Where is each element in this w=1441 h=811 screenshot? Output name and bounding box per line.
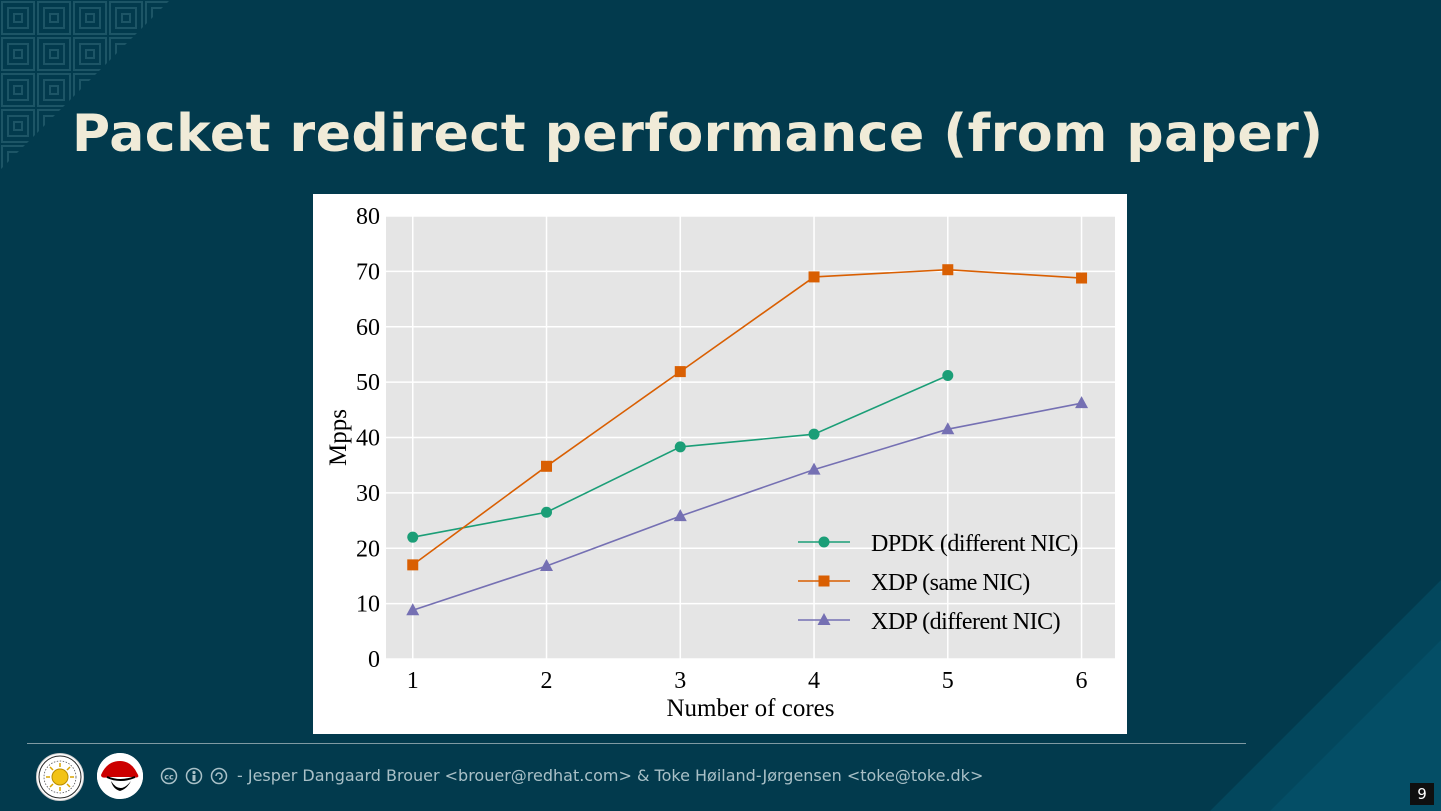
data-point [1076,272,1088,284]
x-tick-label: 1 [407,668,419,694]
corner-pattern-decoration [0,0,170,170]
footer-divider [27,743,1246,744]
y-tick-label: 60 [356,315,380,341]
legend-marker [817,613,831,625]
y-tick-label: 0 [368,647,380,673]
data-point [674,441,686,453]
svg-text:cc: cc [164,773,174,782]
legend-label: DPDK (different NIC) [871,531,1078,557]
page-number: 9 [1410,783,1434,805]
series-line-1 [412,268,1082,566]
y-tick-label: 70 [356,259,380,285]
y-tick-label: 30 [356,481,380,507]
data-point [406,603,420,616]
data-point [673,509,687,522]
y-tick-label: 40 [356,426,380,452]
x-axis-label: Number of cores [667,695,835,722]
x-tick-label: 6 [1076,668,1088,694]
y-axis-label: Mpps [325,409,352,466]
data-point [541,506,553,518]
data-point [942,264,954,276]
legend-label: XDP (same NIC) [871,570,1030,596]
line-chart: 0 10 20 30 40 50 60 70 80 1 2 3 4 5 6 Number of cores Mp… [325,204,1115,722]
redhat-shadowman-icon [97,753,143,799]
y-tick-label: 10 [356,592,380,618]
data-point [1075,396,1089,409]
data-point [540,558,554,571]
y-tick-label: 20 [356,536,380,562]
y-tick-label: 50 [356,370,380,396]
data-point [808,428,820,440]
legend-marker [818,536,830,548]
data-point [942,369,954,381]
footer-author-text: - Jesper Dangaard Brouer <brouer@redhat.… [237,766,984,785]
data-point [808,271,820,283]
x-tick-label: 3 [674,668,686,694]
y-tick-label: 80 [356,204,380,230]
x-tick-label: 5 [942,668,954,694]
data-point [807,462,821,475]
chart-frame: 0 10 20 30 40 50 60 70 80 1 2 3 4 5 6 Number of cores Mp… [313,194,1127,734]
legend-marker [818,575,830,587]
university-seal-icon [36,753,84,801]
data-point [541,460,553,472]
data-point [407,531,419,543]
series-line-2 [412,402,1082,612]
x-tick-label: 2 [541,668,553,694]
x-tick-label: 4 [808,668,820,694]
creative-commons-by-sa-icon: cc [160,767,228,785]
slide-title: Packet redirect performance (from paper) [72,104,1324,164]
legend-label: XDP (different NIC) [871,609,1060,635]
data-point [407,559,419,571]
data-point [941,422,955,435]
data-point [674,366,686,378]
